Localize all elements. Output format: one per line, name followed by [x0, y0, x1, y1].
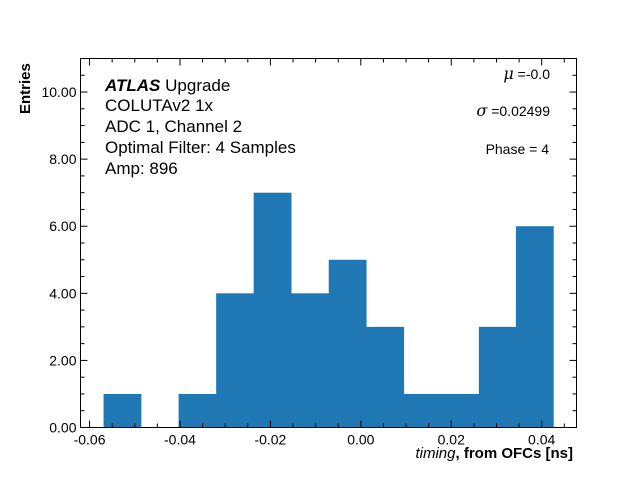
tick-labels: -0.06 -0.04 -0.02 0.00 0.02 0.04 0.00 2.00 4.00 6…	[41, 84, 555, 447]
histogram-bar	[216, 293, 254, 428]
phase-stat: Phase = 4	[486, 141, 550, 157]
annotation-line-2: ADC 1, Channel 2	[105, 117, 242, 136]
x-tick-label: 0.04	[528, 432, 555, 448]
atlas-suffix: Upgrade	[160, 76, 230, 95]
atlas-label: ATLAS Upgrade	[104, 76, 230, 95]
x-axis-label: timing, from OFCs [ns]	[415, 445, 573, 462]
sigma-symbol: σ	[476, 101, 488, 120]
x-tick-label: -0.02	[254, 432, 286, 448]
histogram-bar	[328, 259, 367, 428]
histogram-bar	[403, 393, 442, 428]
x-tick-label: 0.00	[347, 432, 374, 448]
sigma-stat: σ =0.02499	[476, 101, 550, 120]
histogram-bar	[103, 393, 142, 428]
histogram-bar	[515, 226, 554, 428]
histogram-bar	[178, 393, 217, 428]
x-tick-label: -0.06	[74, 432, 106, 448]
annotation-line-1: COLUTAv2 1x	[105, 96, 214, 115]
x-tick-label: -0.04	[164, 432, 196, 448]
histogram-bar	[291, 293, 330, 428]
sigma-value: =0.02499	[487, 103, 550, 119]
x-axis-label-rest: , from OFCs [ns]	[455, 445, 573, 462]
x-axis-label-italic: timing	[415, 445, 456, 462]
y-axis-label: Entries	[17, 63, 34, 114]
y-tick-label: 8.00	[49, 151, 76, 167]
y-tick-label: 10.00	[41, 84, 76, 100]
annotation-line-4: Amp: 896	[105, 159, 178, 178]
histogram-bar	[478, 326, 517, 428]
y-tick-label: 4.00	[49, 285, 76, 301]
histogram-bar	[253, 192, 292, 428]
atlas-logo-text: ATLAS	[104, 76, 161, 95]
histogram-bar	[441, 393, 480, 428]
bars	[103, 192, 554, 428]
y-tick-label: 6.00	[49, 218, 76, 234]
annotation-line-3: Optimal Filter: 4 Samples	[105, 138, 296, 157]
mu-value: =-0.0	[514, 66, 550, 82]
y-tick-label: 2.00	[49, 352, 76, 368]
x-tick-label: 0.02	[438, 432, 465, 448]
ticks	[80, 58, 577, 428]
mu-symbol: μ	[503, 64, 513, 83]
mu-stat: μ =-0.0	[503, 64, 550, 83]
y-tick-label: 0.00	[49, 420, 76, 436]
histogram-bar	[366, 326, 405, 428]
